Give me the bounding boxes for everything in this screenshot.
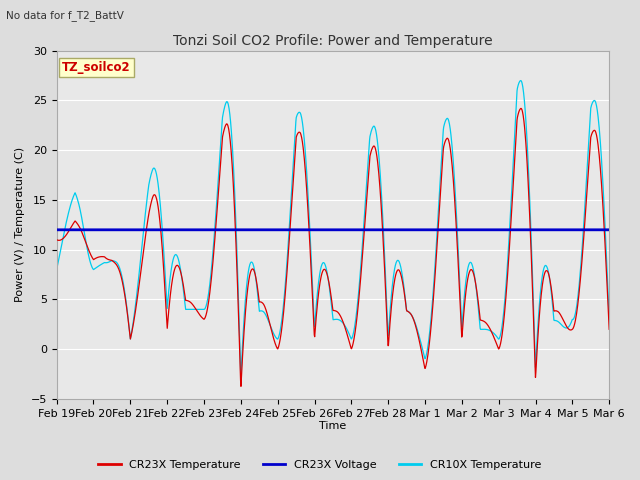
CR23X Temperature: [176, 265, 184, 271]
CR10X Temperature: [176, 261, 184, 267]
CR10X Temperature: [163, 288, 170, 293]
CR23X Temperature: [605, 326, 613, 332]
CR23X Temperature: [492, 337, 499, 343]
CR10X Temperature: [237, 373, 244, 379]
Text: TZ_soilco2: TZ_soilco2: [62, 61, 131, 74]
CR23X Voltage: [540, 227, 547, 233]
CR10X Temperature: [517, 78, 525, 84]
CR23X Voltage: [419, 227, 426, 233]
CR23X Voltage: [53, 227, 61, 233]
CR23X Temperature: [419, 356, 427, 361]
Text: No data for f_T2_BattV: No data for f_T2_BattV: [6, 10, 124, 21]
Y-axis label: Power (V) / Temperature (C): Power (V) / Temperature (C): [15, 147, 25, 302]
CR23X Temperature: [238, 368, 246, 374]
Title: Tonzi Soil CO2 Profile: Power and Temperature: Tonzi Soil CO2 Profile: Power and Temper…: [173, 34, 493, 48]
CR23X Temperature: [540, 272, 548, 277]
Legend: CR23X Temperature, CR23X Voltage, CR10X Temperature: CR23X Temperature, CR23X Voltage, CR10X …: [94, 456, 546, 474]
CR23X Voltage: [605, 227, 613, 233]
CR23X Temperature: [163, 307, 170, 312]
CR10X Temperature: [419, 348, 427, 354]
CR10X Temperature: [53, 267, 61, 273]
CR10X Temperature: [540, 264, 548, 270]
CR23X Temperature: [237, 384, 244, 389]
CR10X Temperature: [605, 316, 613, 322]
CR23X Voltage: [237, 227, 245, 233]
CR23X Voltage: [176, 227, 184, 233]
Line: CR10X Temperature: CR10X Temperature: [57, 81, 609, 376]
CR23X Voltage: [491, 227, 499, 233]
CR10X Temperature: [492, 332, 499, 337]
CR23X Voltage: [163, 227, 170, 233]
X-axis label: Time: Time: [319, 421, 346, 432]
CR23X Temperature: [53, 237, 61, 242]
CR10X Temperature: [238, 357, 246, 363]
Line: CR23X Temperature: CR23X Temperature: [57, 108, 609, 386]
CR23X Temperature: [517, 106, 525, 111]
